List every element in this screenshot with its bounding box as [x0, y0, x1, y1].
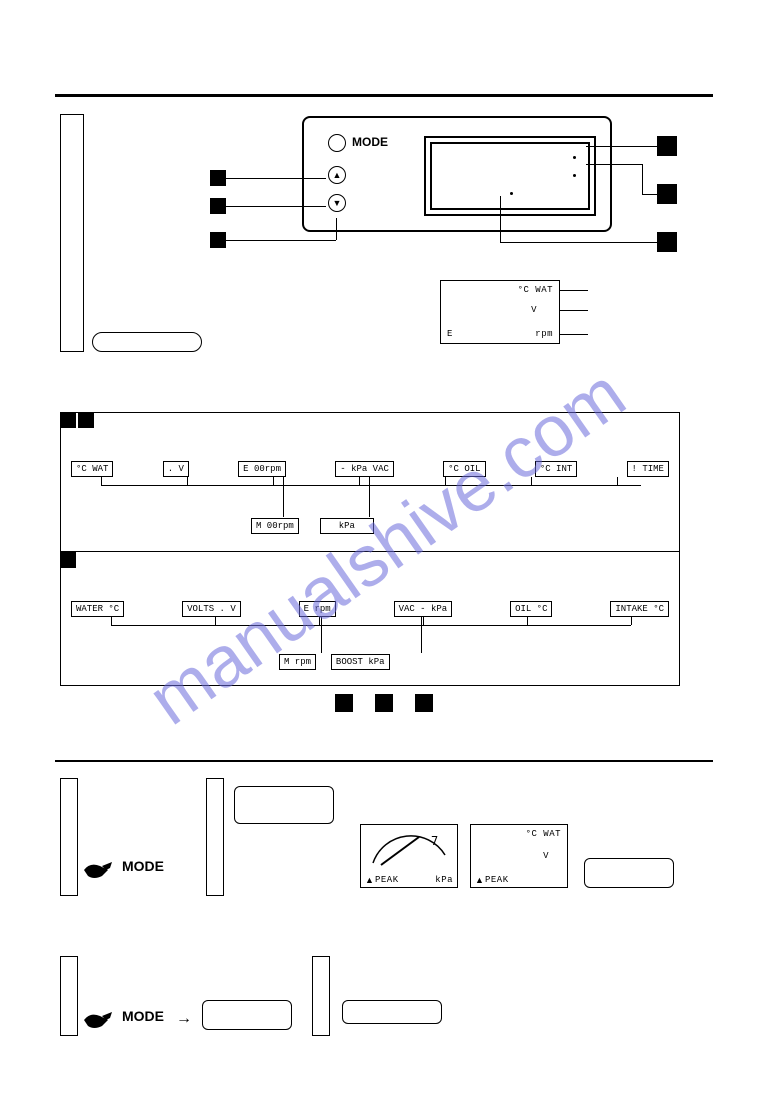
bottom1-label-left	[60, 778, 78, 896]
d1-box-wat: °C WAT	[71, 461, 113, 477]
marker-right-3	[657, 232, 677, 252]
diagram1-row1: °C WAT . V E 00rpm - kPa VAC °C OIL °C I…	[71, 461, 669, 477]
d1-box-time: ! TIME	[627, 461, 669, 477]
bottom1-pill-right	[584, 858, 674, 888]
small-disp-line2: V	[531, 305, 537, 315]
d2-box-intake: INTAKE °C	[610, 601, 669, 617]
bottom2-label-left	[60, 956, 78, 1036]
gauge1-arrow: ▲	[365, 875, 374, 885]
down-button[interactable]: ▼	[328, 194, 346, 212]
display-outer	[424, 136, 596, 216]
d1-box-rpm: E 00rpm	[238, 461, 286, 477]
device-panel: MODE ▲ ▼	[302, 116, 612, 232]
mode-label-1: MODE	[122, 858, 164, 874]
top-rule	[55, 94, 713, 97]
display-inner	[430, 142, 590, 210]
d2-box-oil: OIL °C	[510, 601, 552, 617]
diagram1-marker1	[60, 412, 76, 428]
d1-box-kpa: kPa	[320, 518, 374, 534]
gauge2-arrow: ▲	[475, 875, 484, 885]
marker-right-1	[657, 136, 677, 156]
d2-box-m: M rpm	[279, 654, 316, 670]
arrow-icon: →	[176, 1010, 192, 1028]
marker-right-2	[657, 184, 677, 204]
mode-button-label: MODE	[352, 135, 388, 149]
diagram2-marker	[60, 552, 76, 568]
bottom1-label-mid	[206, 778, 224, 896]
small-display: °C WAT V E rpm	[440, 280, 560, 344]
section1-label-tall	[60, 114, 84, 352]
d1-box-oil: °C OIL	[443, 461, 485, 477]
gauge-digital: °C WAT V ▲ PEAK	[470, 824, 568, 888]
d1-box-m: M 00rpm	[251, 518, 299, 534]
gauge1-peak: PEAK	[375, 875, 399, 885]
footer-sq-2	[375, 694, 393, 712]
d2-box-rpm: E rpm	[299, 601, 336, 617]
d1-box-vac: - kPa VAC	[335, 461, 394, 477]
mode-label-2: MODE	[122, 1008, 164, 1024]
diagram2-row2: M rpm BOOST kPa	[279, 653, 390, 671]
bottom2-label-mid	[312, 956, 330, 1036]
gauge2-top: °C WAT	[526, 829, 561, 839]
diagram-container: °C WAT . V E 00rpm - kPa VAC °C OIL °C I…	[60, 412, 680, 686]
diagram1-row2: M 00rpm kPa	[251, 517, 374, 535]
diagram1-marker2	[78, 412, 94, 428]
d2-box-volts: VOLTS . V	[182, 601, 241, 617]
gauge2-peak: PEAK	[485, 875, 509, 885]
section1-pill	[92, 332, 202, 352]
d2-box-boost: BOOST kPa	[331, 654, 390, 670]
d1-box-int: °C INT	[535, 461, 577, 477]
marker-left-1	[210, 170, 226, 186]
small-disp-line1: °C WAT	[518, 285, 553, 295]
gauge2-v: V	[543, 851, 549, 861]
footer-sq-3	[415, 694, 433, 712]
mode-button-icon	[328, 134, 346, 152]
small-disp-e: E	[447, 329, 453, 339]
bottom2-pill-1	[202, 1000, 292, 1030]
marker-left-2	[210, 198, 226, 214]
marker-left-3	[210, 232, 226, 248]
diagram2-row1: WATER °C VOLTS . V E rpm VAC - kPa OIL °…	[71, 601, 669, 617]
bottom2-pill-2	[342, 1000, 442, 1024]
footer-sq-1	[335, 694, 353, 712]
middle-rule	[55, 760, 713, 762]
bottom1-pill-top	[234, 786, 334, 824]
gauge1-unit: kPa	[435, 875, 453, 885]
d1-box-v: . V	[163, 461, 189, 477]
small-disp-rpm: rpm	[535, 329, 553, 339]
d2-box-vac: VAC - kPa	[394, 601, 453, 617]
up-button[interactable]: ▲	[328, 166, 346, 184]
d2-box-water: WATER °C	[71, 601, 124, 617]
gauge-analog: 7 ▲ PEAK kPa	[360, 824, 458, 888]
svg-text:7: 7	[431, 834, 438, 848]
